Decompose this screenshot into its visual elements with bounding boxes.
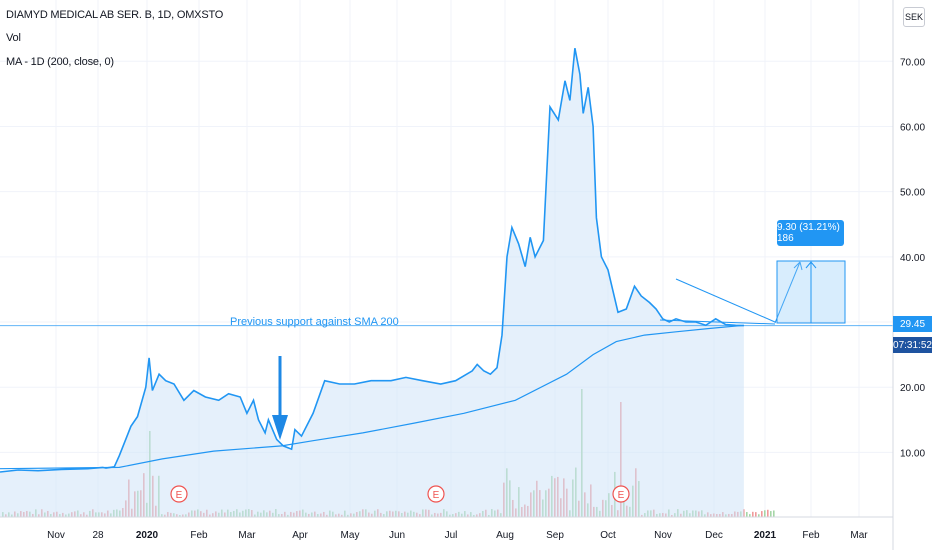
y-tick-label: 60.00 bbox=[900, 122, 925, 133]
y-tick-label: 20.00 bbox=[900, 383, 925, 394]
support-annotation: Previous support against SMA 200 bbox=[230, 316, 399, 328]
y-tick-label: 50.00 bbox=[900, 188, 925, 199]
support-arrow-head bbox=[272, 415, 288, 440]
earnings-marker bbox=[612, 485, 630, 503]
x-tick-label: 28 bbox=[92, 530, 104, 541]
volume-bar bbox=[764, 510, 766, 517]
volume-bar bbox=[770, 511, 772, 517]
x-tick-label: Jul bbox=[445, 530, 458, 541]
earnings-marker bbox=[170, 485, 188, 503]
countdown-tag: 07:31:52 bbox=[893, 337, 932, 353]
legend-ma: MA - 1D (200, close, 0) bbox=[6, 56, 114, 68]
ma-line bbox=[0, 324, 744, 470]
volume-bar bbox=[773, 510, 775, 517]
y-tick-label: 70.00 bbox=[900, 57, 925, 68]
x-tick-label: Sep bbox=[546, 530, 564, 541]
price-area-fill bbox=[0, 48, 744, 517]
price-range-label: 9.30 (31.21%) 186 bbox=[777, 220, 844, 246]
volume-bar bbox=[752, 511, 754, 517]
x-tick-label: 2020 bbox=[136, 530, 159, 541]
price-line bbox=[0, 48, 744, 473]
earnings-marker-label: E bbox=[433, 490, 440, 501]
volume-bar bbox=[746, 511, 748, 517]
volume-bar bbox=[758, 514, 760, 517]
x-tick-label: Mar bbox=[238, 530, 256, 541]
last-price-tag: 29.45 bbox=[893, 316, 932, 332]
wedge-lower-line bbox=[659, 319, 776, 325]
earnings-marker-label: E bbox=[618, 490, 625, 501]
legend-symbol: DIAMYD MEDICAL AB SER. B, 1D, OMXSTO bbox=[6, 9, 224, 21]
legend-volume: Vol bbox=[6, 32, 21, 44]
y-tick-label: 10.00 bbox=[900, 448, 925, 459]
x-tick-label: Nov bbox=[47, 530, 65, 541]
x-tick-label: Feb bbox=[190, 530, 208, 541]
volume-bar bbox=[767, 509, 769, 517]
x-tick-label: Nov bbox=[654, 530, 672, 541]
x-tick-label: Mar bbox=[850, 530, 868, 541]
volume-bar bbox=[755, 512, 757, 517]
x-tick-label: Feb bbox=[802, 530, 820, 541]
x-tick-label: Oct bbox=[600, 530, 616, 541]
x-tick-label: Apr bbox=[292, 530, 308, 541]
x-tick-label: 2021 bbox=[754, 530, 777, 541]
earnings-marker bbox=[427, 485, 445, 503]
projection-line bbox=[774, 261, 801, 324]
earnings-marker-label: E bbox=[176, 490, 183, 501]
x-tick-label: May bbox=[341, 530, 360, 541]
volume-bar bbox=[749, 514, 751, 517]
x-tick-label: Jun bbox=[389, 530, 405, 541]
time-axis[interactable]: Nov 28 2020 Feb Mar Apr May Jun Jul Aug Sep Oct Nov D… bbox=[0, 516, 893, 541]
currency-button[interactable]: SEK bbox=[903, 7, 925, 27]
wedge-upper-line bbox=[675, 278, 776, 323]
x-tick-label: Aug bbox=[496, 530, 514, 541]
x-tick-label: Dec bbox=[705, 530, 723, 541]
chart-drawings bbox=[0, 260, 893, 440]
y-tick-label: 40.00 bbox=[900, 253, 925, 264]
volume-bar bbox=[761, 511, 763, 517]
